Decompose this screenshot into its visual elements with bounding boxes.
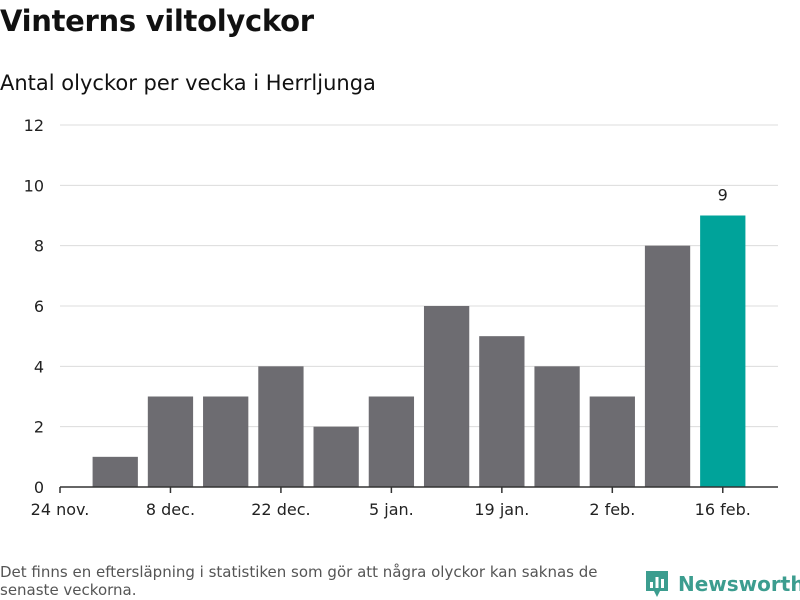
y-tick-label: 2 <box>34 418 44 437</box>
y-tick-label: 8 <box>34 237 44 256</box>
data-labels: 9 <box>718 186 728 205</box>
newsworthy-logo-icon <box>646 571 668 597</box>
x-tick-label: 19 jan. <box>474 500 529 519</box>
x-tick-label: 8 dec. <box>146 500 195 519</box>
bar <box>368 396 415 487</box>
bar <box>258 366 304 487</box>
brand-logo: Newsworthy <box>644 568 800 600</box>
y-tick-label: 12 <box>24 116 44 135</box>
brand-name: Newsworthy <box>678 572 800 596</box>
x-tick-label: 5 jan. <box>369 500 414 519</box>
chart-subtitle: Antal olyckor per vecka i Herrljunga <box>0 71 376 95</box>
bar <box>147 396 194 487</box>
y-tick-label: 0 <box>34 478 44 497</box>
data-label: 9 <box>718 186 728 205</box>
bar-chart: 0 2 4 6 8 10 12 9 24 nov. 8 dec. 22 dec. 5 jan. 19… <box>24 116 778 519</box>
chart-title: Vinterns viltolyckor <box>0 4 314 38</box>
bar <box>589 396 635 487</box>
bar <box>644 245 691 487</box>
y-tick-label: 4 <box>34 357 44 376</box>
bar <box>92 456 138 487</box>
bar <box>423 306 470 487</box>
x-tick-label: 22 dec. <box>251 500 310 519</box>
y-tick-label: 6 <box>34 297 44 316</box>
x-tick-label: 24 nov. <box>31 500 90 519</box>
bar <box>534 366 580 487</box>
y-tick-label: 10 <box>24 176 44 195</box>
bar <box>479 336 525 487</box>
bar <box>313 426 359 487</box>
bar <box>700 215 746 487</box>
x-tick-label: 16 feb. <box>695 500 751 519</box>
footnote: Det finns en eftersläpning i statistiken… <box>0 563 598 599</box>
bar <box>203 396 249 487</box>
bars <box>92 215 746 487</box>
x-axis: 24 nov. 8 dec. 22 dec. 5 jan. 19 jan. 2 feb. 1… <box>31 486 778 519</box>
y-axis-labels: 0 2 4 6 8 10 12 <box>24 116 44 497</box>
x-tick-label: 2 feb. <box>589 500 635 519</box>
